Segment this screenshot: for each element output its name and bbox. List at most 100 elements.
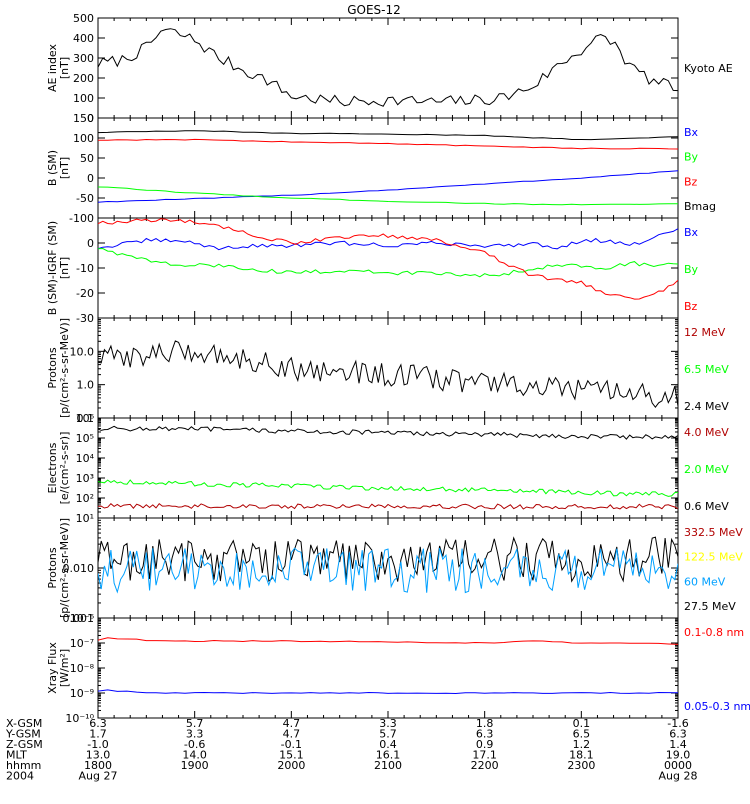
footer-cell: 19.0 bbox=[666, 749, 691, 762]
series-line-by bbox=[98, 247, 678, 278]
panel-xray: 10⁻¹⁰ 10⁻⁹ 10⁻⁸ 10⁻⁷ 10⁻⁶ Xray Flux[W/m²] 0.1-… bbox=[46, 612, 750, 725]
panel-frame bbox=[97, 517, 679, 619]
y-tick-label: 300 bbox=[73, 52, 94, 65]
series-group bbox=[98, 637, 678, 695]
y-tick-label: 500 bbox=[73, 12, 94, 25]
series-line-bmag bbox=[98, 130, 678, 141]
series-line-60-mev bbox=[98, 547, 678, 594]
y-tick-label: 100 bbox=[73, 132, 94, 145]
y-tick-label: 0.001 bbox=[63, 612, 95, 625]
y-tick-label: 0 bbox=[87, 237, 94, 250]
footer-cell: 0.4 bbox=[379, 738, 397, 751]
panel-frame bbox=[97, 317, 679, 419]
footer-cell: 13.0 bbox=[86, 749, 111, 762]
footer-cell: 3.3 bbox=[186, 728, 204, 741]
series-line-2-0-mev bbox=[98, 479, 678, 497]
y-tick-label: 10¹ bbox=[76, 512, 94, 525]
series-line-bz bbox=[98, 218, 678, 300]
footer-cell: 5.7 bbox=[379, 728, 397, 741]
y-axis-label-line: Xray Flux bbox=[46, 642, 59, 694]
y-tick-label: 1.0 bbox=[77, 379, 95, 392]
legend-entry: 4.0 MeV bbox=[684, 426, 729, 439]
footer-cell: 0.1 bbox=[573, 717, 591, 730]
panel-frame bbox=[97, 417, 679, 519]
series-line-0-1-0-8-nm bbox=[98, 637, 678, 645]
legend-entry: By bbox=[684, 151, 699, 164]
footer-row-label: hhmm bbox=[6, 759, 41, 772]
footer-cell: 4.7 bbox=[283, 728, 301, 741]
legend-entry: 60 MeV bbox=[684, 575, 726, 588]
chart-title: GOES-12 bbox=[347, 3, 401, 17]
series-line-2-4-mev bbox=[98, 340, 678, 409]
y-tick-label: 10⁵ bbox=[76, 432, 94, 445]
series-group bbox=[98, 28, 678, 107]
panel-frame bbox=[97, 617, 679, 719]
footer-cell: -0.6 bbox=[184, 738, 205, 751]
footer-cell: 14.0 bbox=[182, 749, 207, 762]
y-axis-label-line: [e/(cm²-s-sr)] bbox=[58, 432, 71, 505]
footer-cell: Aug 28 bbox=[659, 770, 698, 783]
footer-cell: 2000 bbox=[277, 759, 305, 772]
y-tick-label: -20 bbox=[76, 287, 94, 300]
footer-row-label: MLT bbox=[6, 749, 27, 762]
legend-entry: 332.5 MeV bbox=[684, 526, 743, 539]
footer-cell: 18.1 bbox=[569, 749, 594, 762]
panel-electrons: 10¹ 10² 10³ 10⁴ 10⁵ 10⁶ Electrons[e/(cm²-s-sr)… bbox=[46, 412, 729, 525]
footer-cell: 0000 bbox=[664, 759, 692, 772]
y-axis-label: Electrons[e/(cm²-s-sr)] bbox=[46, 432, 71, 505]
footer-row-label: 2004 bbox=[6, 770, 34, 783]
y-tick-label: 50 bbox=[80, 152, 94, 165]
y-axis-label: Protons[p/(cm²-s-sr-MeV)] bbox=[46, 318, 71, 418]
footer-row-label: Z-GSM bbox=[6, 738, 43, 751]
legend-entry: By bbox=[684, 263, 699, 276]
y-axis-label: B (SM)-IGRF (SM)[nT] bbox=[46, 221, 71, 315]
y-tick-label: 0 bbox=[87, 112, 94, 125]
legend-entry: 0.1-0.8 nm bbox=[684, 626, 744, 639]
series-line-0-6-mev bbox=[98, 425, 678, 440]
footer-cell: 6.3 bbox=[476, 728, 494, 741]
y-tick-label: 0 bbox=[87, 172, 94, 185]
y-tick-label: 200 bbox=[73, 72, 94, 85]
y-tick-label: 100 bbox=[73, 92, 94, 105]
footer-cell: -0.1 bbox=[281, 738, 302, 751]
footer-cell: -1.6 bbox=[667, 717, 688, 730]
footer-cell: 1.8 bbox=[476, 717, 494, 730]
y-tick-label: 10² bbox=[76, 492, 94, 505]
series-line-bx bbox=[98, 228, 678, 251]
y-axis-label-line: B (SM)-IGRF (SM) bbox=[46, 221, 59, 315]
y-tick-label: 0.010 bbox=[63, 562, 95, 575]
footer-cell: 5.7 bbox=[186, 717, 204, 730]
y-tick-label: 10⁻⁸ bbox=[70, 662, 95, 675]
legend-entry: 27.5 MeV bbox=[684, 600, 736, 613]
footer-cell: 1900 bbox=[181, 759, 209, 772]
footer-cell: 0.9 bbox=[476, 738, 494, 751]
y-axis-label-line: [nT] bbox=[58, 257, 71, 279]
series-group bbox=[98, 425, 678, 510]
y-tick-label: 10⁶ bbox=[76, 412, 95, 425]
y-axis-label-line: Protons bbox=[46, 347, 59, 388]
panel-frame bbox=[97, 117, 679, 219]
footer-cell: 2200 bbox=[471, 759, 499, 772]
legend-entry: 2.0 MeV bbox=[684, 463, 729, 476]
legend-entry: Bx bbox=[684, 226, 699, 239]
series-line-bz bbox=[98, 138, 678, 150]
y-tick-label: -50 bbox=[76, 192, 94, 205]
y-axis-label-line: [W/m²] bbox=[58, 649, 71, 687]
legend-entry: Bmag bbox=[684, 200, 716, 213]
footer-cell: Aug 27 bbox=[79, 770, 118, 783]
footer-cell: -1.0 bbox=[87, 738, 108, 751]
series-line-4-0-mev bbox=[98, 503, 678, 510]
series-line-0-05-0-3-nm bbox=[98, 689, 678, 695]
footer-cell: 1.2 bbox=[573, 738, 591, 751]
legend-entry: Bx bbox=[684, 126, 699, 139]
footer-cell: 17.1 bbox=[472, 749, 497, 762]
y-axis-label: Protons[p/(cm²-s-sr-MeV)] bbox=[46, 518, 71, 618]
series-group bbox=[98, 340, 678, 409]
footer-cell: 3.3 bbox=[379, 717, 397, 730]
y-axis-label-line: [nT] bbox=[58, 57, 71, 79]
legend-entry: 12 MeV bbox=[684, 326, 726, 339]
footer-cell: 1800 bbox=[84, 759, 112, 772]
